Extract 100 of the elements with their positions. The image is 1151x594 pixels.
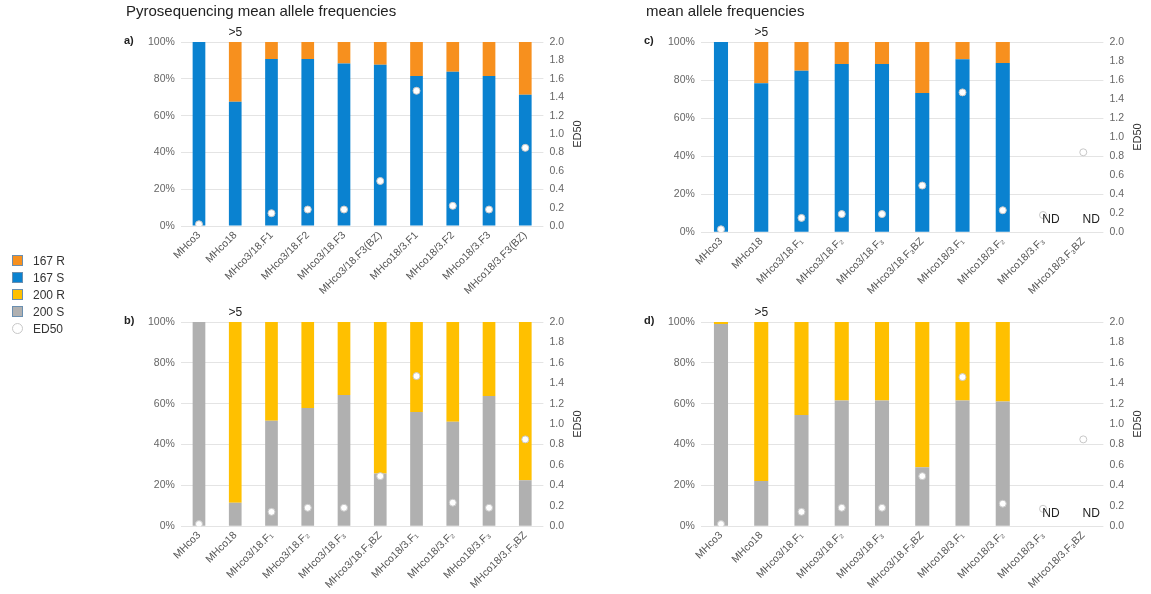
point xyxy=(303,503,312,512)
point xyxy=(412,86,421,95)
legend-label: 200 S xyxy=(33,304,65,319)
y2-tick-label: 0.6 xyxy=(1109,167,1125,180)
y2-tick-label: 0.4 xyxy=(1109,187,1125,199)
point xyxy=(340,503,348,512)
y2-tick-label: 1.2 xyxy=(1109,396,1125,409)
y-tick-label: 100% xyxy=(148,314,175,327)
y2-tick-label: 2.0 xyxy=(549,314,565,327)
point xyxy=(716,225,725,233)
point xyxy=(998,499,1007,508)
bar xyxy=(518,322,532,481)
y2-tick-label: 1.8 xyxy=(549,335,565,348)
y2-tick-label: 0.8 xyxy=(549,437,565,450)
legend-label: 167 R xyxy=(33,253,66,268)
bar xyxy=(794,42,809,71)
y2-tick-label: 0.4 xyxy=(1109,478,1125,491)
point xyxy=(878,503,886,512)
point xyxy=(837,503,846,512)
bar xyxy=(410,322,423,413)
point xyxy=(918,181,927,190)
point xyxy=(376,176,385,185)
y2-tick-label: 1.2 xyxy=(549,108,565,121)
bar xyxy=(915,467,930,526)
bar xyxy=(995,62,1010,232)
point xyxy=(521,143,530,152)
point xyxy=(958,373,967,382)
text: c) xyxy=(644,33,655,46)
y2-tick-label: 1.8 xyxy=(1109,53,1125,66)
bar xyxy=(192,322,206,526)
point xyxy=(716,520,725,527)
y2-tick-label: 0.2 xyxy=(1109,498,1125,511)
y-tick-label: 80% xyxy=(153,355,175,368)
bar xyxy=(301,407,315,526)
bar xyxy=(794,70,809,232)
point xyxy=(1079,435,1088,444)
point xyxy=(412,372,421,381)
y2-tick-label: 2.0 xyxy=(1109,34,1125,47)
annotation: ND xyxy=(1082,506,1101,521)
point xyxy=(998,206,1007,215)
annotation: ND xyxy=(1082,212,1101,227)
point xyxy=(918,472,927,481)
y-tick-label: 40% xyxy=(673,148,695,161)
text: >5 xyxy=(754,305,769,320)
y2-tick-label: 0.2 xyxy=(1109,206,1125,219)
y2-tick-label: 0.2 xyxy=(549,498,565,511)
point xyxy=(521,435,530,444)
bar xyxy=(482,396,496,526)
y2-tick-label: 1.0 xyxy=(549,416,565,429)
bar xyxy=(228,322,242,503)
bar xyxy=(228,502,242,526)
y-tick-label: 40% xyxy=(673,437,695,450)
bar xyxy=(874,322,890,401)
point xyxy=(878,210,886,219)
bar xyxy=(265,322,278,421)
bar xyxy=(373,322,387,474)
bar xyxy=(518,94,532,226)
point xyxy=(267,209,276,218)
y2-tick-label: 1.4 xyxy=(1109,376,1125,389)
legend-label: 200 R xyxy=(33,287,66,302)
legend-label: ED50 xyxy=(33,321,64,336)
bar xyxy=(794,322,809,416)
bar xyxy=(518,42,532,95)
text: d) xyxy=(644,313,655,326)
point xyxy=(1079,148,1088,157)
y-tick-label: 0% xyxy=(159,519,175,532)
bar xyxy=(713,42,729,232)
bar xyxy=(915,92,930,232)
y2-tick-label: 0.2 xyxy=(549,200,565,213)
bar xyxy=(874,400,890,526)
point xyxy=(797,507,806,516)
y-tick-label: 60% xyxy=(153,396,175,409)
y2-tick-label: 1.4 xyxy=(1109,91,1125,104)
y2-tick-label: 0.8 xyxy=(1109,148,1125,161)
bar xyxy=(754,42,769,84)
bar xyxy=(410,76,423,226)
y-tick-label: 100% xyxy=(668,34,695,47)
point xyxy=(837,210,846,219)
y2-tick-label: 1.6 xyxy=(549,71,565,84)
bar xyxy=(482,42,496,77)
y2-tick-label: 0.6 xyxy=(1109,457,1125,470)
bar xyxy=(337,42,351,64)
y-tick-label: 80% xyxy=(673,355,695,368)
y-tick-label: 20% xyxy=(673,478,695,491)
bar xyxy=(192,42,206,226)
y2-tick-label: 1.6 xyxy=(1109,355,1125,368)
y2-tick-label: 0.8 xyxy=(549,145,565,158)
bar xyxy=(834,42,849,65)
y-tick-label: 80% xyxy=(153,71,175,84)
bar xyxy=(446,322,460,422)
point xyxy=(194,220,203,227)
point xyxy=(485,503,494,512)
y-tick-label: 60% xyxy=(673,110,695,123)
text: >5 xyxy=(754,25,769,40)
y-tick-label: 100% xyxy=(148,34,175,47)
bar xyxy=(915,42,930,93)
y2-tick-label: 1.0 xyxy=(1109,416,1125,429)
annotation: ND xyxy=(1042,506,1061,521)
bar xyxy=(955,42,970,60)
y2-tick-label: 0.0 xyxy=(549,218,565,231)
